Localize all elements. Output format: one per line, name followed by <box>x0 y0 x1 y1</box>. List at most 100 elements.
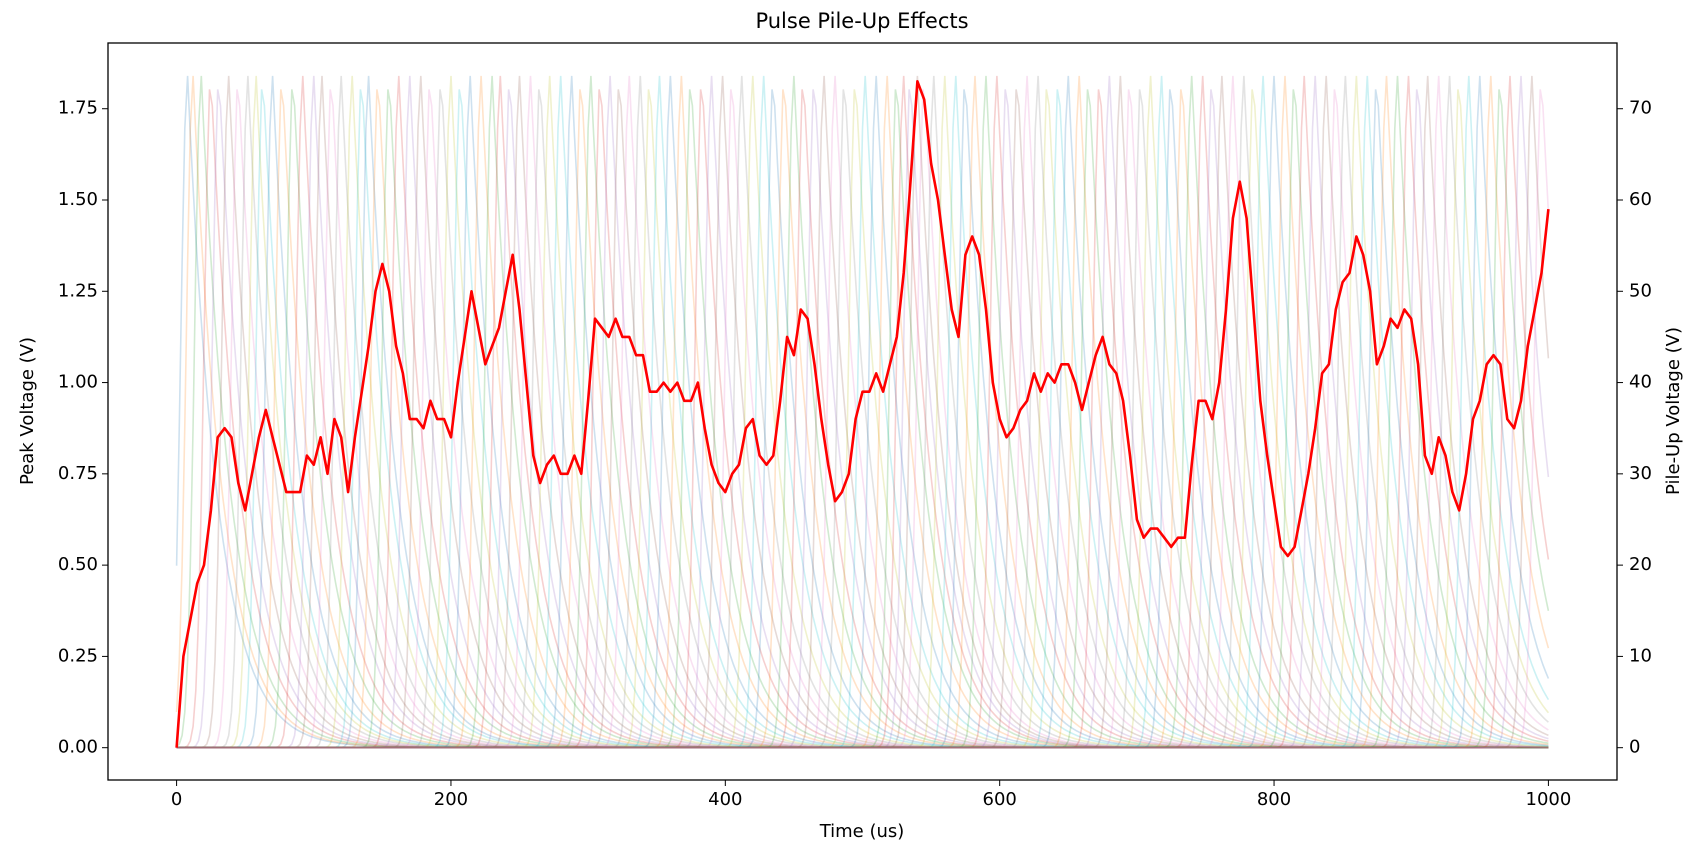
pulse <box>176 75 1549 749</box>
pulse <box>176 89 1549 749</box>
pulse <box>176 75 1549 749</box>
pulse <box>176 75 1549 749</box>
pulse <box>176 89 1549 749</box>
pulse <box>176 75 1549 749</box>
pulse <box>176 75 1549 749</box>
pulse <box>176 75 1549 749</box>
y-tick-label: 1.50 <box>58 189 98 210</box>
x-tick-label: 200 <box>434 789 468 810</box>
pulse <box>176 89 1549 749</box>
pulse <box>176 75 1549 749</box>
pulse <box>176 75 1549 749</box>
pulse <box>176 75 1549 749</box>
chart-title: Pulse Pile-Up Effects <box>755 9 968 33</box>
y2-tick-label: 0 <box>1629 737 1640 758</box>
pulse <box>176 75 1549 749</box>
pulse <box>176 75 1549 749</box>
pulse <box>176 89 1549 749</box>
y2-tick-label: 50 <box>1629 280 1652 301</box>
y-tick-label: 0.75 <box>58 463 98 484</box>
pulse <box>176 75 1549 749</box>
pulse <box>176 75 1549 749</box>
pulse <box>176 75 1549 749</box>
pulse <box>176 75 1549 749</box>
pulse <box>176 75 1549 749</box>
pulse <box>176 89 1549 749</box>
pulse <box>176 89 1549 749</box>
pulse <box>176 75 1549 749</box>
pulse <box>176 75 1549 749</box>
pulse <box>176 75 1549 749</box>
pulse <box>176 89 1549 749</box>
pulse <box>176 75 1549 749</box>
pulse <box>176 89 1549 749</box>
pulse <box>176 89 1549 749</box>
pulse <box>176 75 1549 749</box>
pulse <box>176 75 1549 749</box>
pulse <box>176 75 1549 749</box>
pulse <box>176 75 1549 749</box>
pulse <box>176 89 1549 749</box>
pulse <box>176 75 1549 749</box>
pulse <box>176 75 1549 749</box>
pulse <box>176 75 1549 749</box>
pulse <box>176 89 1549 749</box>
pulse <box>176 89 1549 749</box>
pulse <box>176 75 1549 749</box>
pulse <box>176 75 1549 749</box>
y2-tick-label: 40 <box>1629 372 1652 393</box>
pulse <box>176 75 1549 749</box>
pulse <box>175 75 1549 749</box>
pulse <box>176 75 1549 749</box>
pulse-layer <box>175 75 1550 749</box>
y-tick-label: 0.00 <box>58 737 98 758</box>
pulse <box>176 75 1549 749</box>
series-layer <box>175 80 1550 748</box>
pulse <box>176 75 1549 749</box>
pulse <box>176 89 1549 749</box>
pulse <box>176 89 1549 749</box>
pulse <box>176 89 1549 749</box>
pulse <box>176 89 1549 749</box>
y2-tick-label: 20 <box>1629 554 1652 575</box>
pulse <box>176 89 1549 749</box>
pulse <box>176 75 1549 749</box>
pulse <box>176 89 1550 749</box>
pulse <box>176 89 1549 749</box>
x-tick-label: 400 <box>708 789 742 810</box>
pulse <box>176 89 1549 749</box>
pulse <box>176 75 1550 749</box>
pulse <box>176 89 1549 749</box>
pulse <box>176 75 1549 749</box>
pulse <box>176 75 1549 749</box>
pulse <box>176 75 1549 749</box>
pulse <box>176 75 1550 749</box>
pulse <box>176 75 1549 749</box>
pulse <box>176 75 1549 749</box>
x-tick-label: 800 <box>1257 789 1291 810</box>
pulse <box>176 89 1549 749</box>
y2-tick-label: 10 <box>1629 645 1652 666</box>
pulse <box>176 75 1549 749</box>
pulse <box>176 75 1549 749</box>
y2-axis-label: Pile-Up Voltage (V) <box>1663 327 1684 495</box>
pulse <box>176 75 1549 749</box>
pulse <box>176 89 1549 749</box>
pulse <box>176 75 1549 749</box>
pulse <box>176 89 1549 749</box>
plot-frame <box>107 42 1618 781</box>
y-axis-label: Peak Voltage (V) <box>17 337 38 485</box>
pulse <box>176 75 1549 749</box>
pulse <box>176 75 1550 749</box>
pulse <box>176 89 1549 749</box>
pulse <box>176 75 1549 749</box>
x-axis-label: Time (us) <box>819 821 905 842</box>
pulse <box>176 75 1549 749</box>
pulse <box>176 89 1549 749</box>
pulse <box>176 75 1549 749</box>
x-tick-label: 600 <box>983 789 1017 810</box>
pulse <box>176 75 1549 749</box>
pulse <box>176 89 1549 749</box>
pulse <box>176 75 1549 749</box>
